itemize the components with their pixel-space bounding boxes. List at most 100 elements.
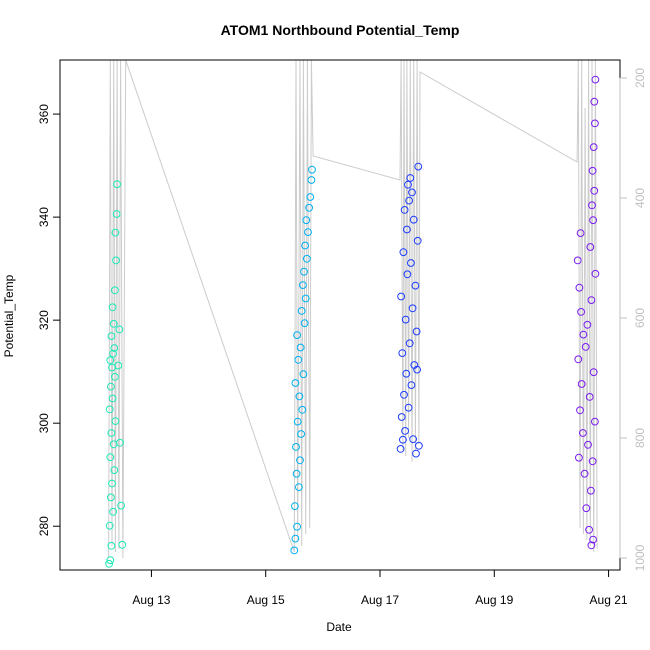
data-point — [115, 325, 124, 334]
data-point — [109, 507, 117, 516]
data-point — [587, 486, 595, 495]
depth-path-line — [108, 59, 598, 559]
data-point — [591, 417, 599, 426]
series-4 — [573, 75, 600, 550]
data-point — [116, 438, 124, 447]
series-1 — [105, 180, 127, 568]
data-point — [405, 196, 414, 205]
data-point — [412, 449, 420, 458]
data-point — [301, 241, 310, 250]
data-point — [588, 201, 596, 210]
data-point — [407, 259, 415, 267]
x-tick-label: Aug 13 — [132, 593, 170, 607]
right-tick-label: 800 — [633, 428, 647, 448]
data-point — [579, 330, 588, 339]
data-point — [581, 343, 590, 351]
y-tick-label: 280 — [37, 516, 51, 536]
data-point — [580, 469, 589, 478]
data-point — [406, 174, 415, 182]
data-point — [106, 453, 115, 462]
data-point — [296, 343, 305, 352]
data-point — [106, 356, 115, 365]
data-point — [401, 315, 410, 324]
data-point — [577, 308, 585, 316]
data-point — [403, 270, 412, 279]
data-point — [401, 427, 410, 435]
data-point — [413, 365, 422, 374]
data-point — [409, 435, 418, 444]
data-point — [113, 180, 121, 189]
data-point — [300, 319, 309, 328]
data-point — [399, 248, 408, 257]
data-point — [107, 332, 116, 341]
data-point — [408, 188, 416, 197]
y-axis-label: Potential_Temp — [2, 274, 16, 357]
data-point — [295, 483, 303, 492]
data-point — [582, 504, 591, 513]
data-point — [110, 466, 119, 475]
data-point — [412, 327, 421, 336]
right-tick-label: 1000 — [633, 544, 647, 571]
data-point — [292, 469, 301, 478]
data-point — [109, 349, 117, 358]
data-point — [584, 440, 592, 449]
x-tick-label: Aug 21 — [590, 593, 628, 607]
y-axis: 280 300 320 340 360 — [37, 104, 60, 536]
data-point — [303, 254, 311, 263]
data-point — [400, 206, 409, 214]
data-point — [591, 75, 600, 84]
data-point — [294, 355, 303, 364]
data-point — [575, 453, 583, 462]
data-point — [408, 304, 417, 313]
data-point — [413, 236, 422, 245]
data-point — [106, 556, 115, 565]
data-point — [585, 525, 593, 534]
data-point — [301, 294, 310, 303]
data-point — [295, 392, 304, 401]
right-tick-label: 400 — [633, 188, 647, 208]
data-point — [589, 143, 598, 152]
data-point — [297, 430, 306, 438]
data-point — [298, 405, 307, 414]
data-point — [576, 406, 584, 415]
data-point — [107, 382, 115, 391]
data-point — [110, 344, 119, 352]
data-point — [297, 307, 306, 315]
data-point — [111, 417, 120, 426]
data-point — [577, 380, 586, 388]
data-point — [573, 256, 582, 265]
data-point — [108, 394, 117, 403]
data-point — [576, 229, 585, 238]
data-point — [107, 493, 115, 502]
data-point — [397, 413, 406, 421]
data-point — [105, 559, 113, 568]
data-point — [415, 441, 423, 450]
data-point — [397, 292, 406, 301]
y-tick-label: 360 — [37, 104, 51, 124]
data-point — [404, 403, 413, 412]
data-point — [590, 97, 599, 106]
data-point — [396, 445, 405, 453]
data-point — [293, 331, 302, 340]
right-tick-label: 200 — [633, 68, 647, 88]
series-2 — [290, 165, 316, 555]
data-point — [403, 225, 411, 234]
data-point — [291, 379, 300, 387]
data-point — [108, 303, 117, 312]
x-tick-label: Aug 15 — [247, 593, 285, 607]
data-point — [306, 193, 315, 201]
data-point — [293, 522, 302, 531]
data-point — [399, 435, 407, 444]
data-point — [107, 429, 116, 437]
data-point — [111, 372, 119, 381]
data-point — [112, 256, 120, 265]
data-point — [105, 521, 114, 530]
data-point — [583, 320, 592, 329]
data-point — [293, 417, 302, 426]
data-point — [587, 296, 596, 305]
right-axis: 200 400 600 800 1000 — [619, 68, 647, 571]
data-point — [291, 534, 300, 543]
data-point — [400, 390, 408, 399]
x-tick-label: Aug 17 — [361, 593, 399, 607]
